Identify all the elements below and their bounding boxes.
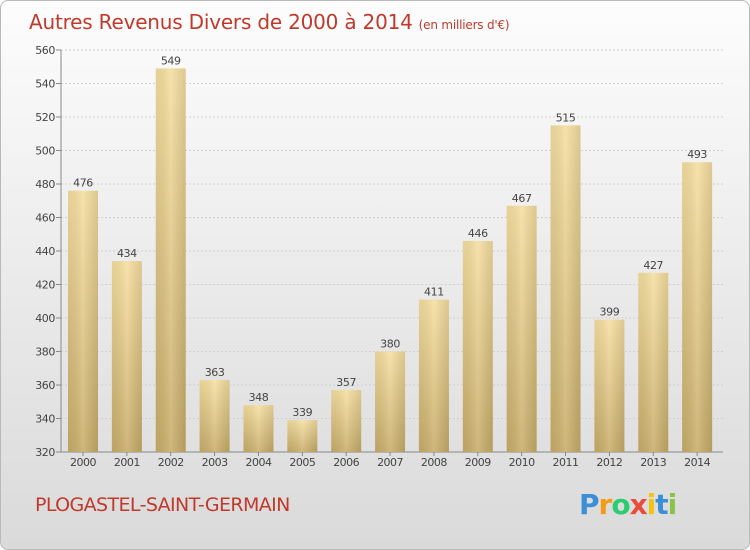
bar-shading [375, 351, 406, 452]
logo-letter: x [629, 488, 648, 521]
y-tick-label: 540 [35, 78, 55, 91]
bar-shading [68, 190, 98, 452]
y-tick-label: 500 [35, 145, 55, 158]
x-tick-label: 2012 [596, 456, 622, 469]
logo-letter: P [579, 488, 600, 521]
y-tick-label: 340 [35, 413, 55, 426]
x-tick-label: 2005 [289, 456, 315, 469]
data-label: 399 [600, 306, 620, 319]
y-tick-label: 360 [35, 379, 55, 392]
data-label: 493 [687, 148, 707, 161]
y-tick-label: 460 [35, 212, 55, 225]
x-tick-label: 2003 [202, 456, 228, 469]
x-tick-label: 2006 [333, 456, 359, 469]
y-tick-label: 320 [35, 446, 55, 459]
x-tick-label: 2004 [245, 456, 271, 469]
x-tick-label: 2011 [553, 456, 579, 469]
commune-name: PLOGASTEL-SAINT-GERMAIN [35, 494, 290, 516]
y-tick-label: 380 [35, 346, 55, 359]
logo-letter: r [598, 488, 613, 521]
bar-shading [287, 420, 318, 452]
x-tick-label: 2013 [640, 456, 666, 469]
bar-shading [594, 319, 625, 452]
bar-shading [331, 390, 362, 452]
data-label: 380 [380, 338, 400, 351]
data-label: 411 [424, 286, 444, 299]
proxiti-logo: Proxiti [579, 488, 678, 521]
data-label: 434 [117, 247, 137, 260]
y-tick-label: 400 [35, 312, 55, 325]
x-tick-label: 2010 [509, 456, 535, 469]
title-unit: (en milliers d'€) [418, 18, 510, 32]
data-label: 476 [73, 177, 93, 190]
x-tick-label: 2000 [70, 456, 96, 469]
data-label: 348 [249, 391, 269, 404]
chart-title: Autres Revenus Divers de 2000 à 2014 (en … [29, 10, 510, 34]
y-tick-label: 420 [35, 279, 55, 292]
x-tick-label: 2007 [377, 456, 403, 469]
data-label: 467 [512, 192, 532, 205]
logo-letter: t [655, 488, 668, 521]
y-tick-label: 480 [35, 178, 55, 191]
logo-letter: i [667, 488, 678, 521]
data-label: 515 [556, 111, 576, 124]
data-label: 549 [161, 54, 181, 67]
bar-shading [243, 405, 274, 452]
data-label: 357 [336, 376, 356, 389]
bar-shading [155, 68, 186, 453]
bar-shading [506, 205, 537, 452]
x-tick-label: 2002 [158, 456, 184, 469]
bar-shading [682, 162, 713, 452]
bar-shading [550, 125, 581, 452]
bar-shading [111, 261, 142, 452]
y-tick-label: 520 [35, 111, 55, 124]
data-label: 427 [643, 259, 663, 272]
x-tick-label: 2008 [421, 456, 447, 469]
x-tick-label: 2001 [114, 456, 140, 469]
x-tick-label: 2009 [465, 456, 491, 469]
data-label: 446 [468, 227, 488, 240]
bar-shading [418, 299, 449, 452]
data-label: 339 [292, 406, 312, 419]
title-text: Autres Revenus Divers de 2000 à 2014 [29, 10, 413, 34]
y-tick-label: 560 [35, 44, 55, 57]
y-tick-label: 440 [35, 245, 55, 258]
x-tick-label: 2014 [684, 456, 710, 469]
logo-letter: i [646, 488, 657, 521]
logo-letter: o [611, 488, 630, 521]
data-label: 363 [205, 366, 225, 379]
bar-shading [638, 272, 669, 452]
bar-shading [462, 240, 493, 452]
bar-shading [199, 379, 230, 452]
